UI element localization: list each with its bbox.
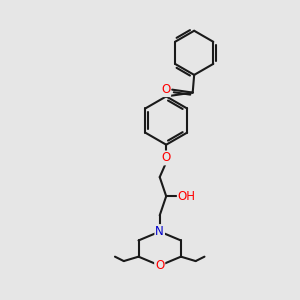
Text: O: O (155, 259, 164, 272)
Text: O: O (162, 152, 171, 164)
Text: OH: OH (178, 190, 196, 203)
Text: N: N (155, 225, 164, 238)
Text: O: O (161, 83, 170, 96)
